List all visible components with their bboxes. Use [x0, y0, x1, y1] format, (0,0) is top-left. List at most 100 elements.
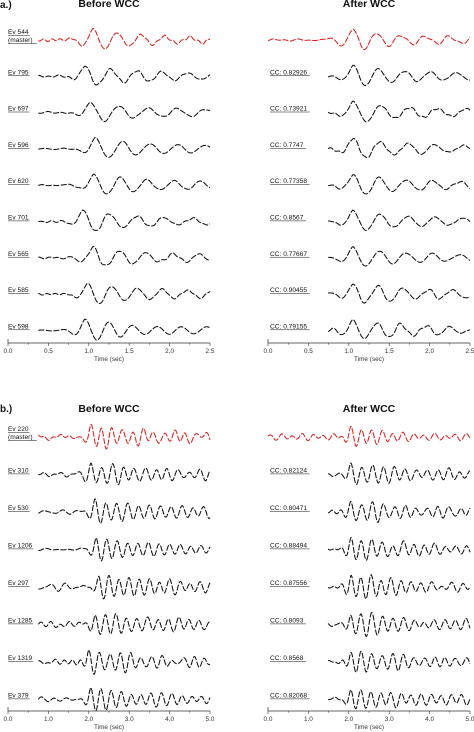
trace-label: CC: 0.87556 [270, 580, 307, 587]
x-tick-label: 2.0 [425, 348, 434, 355]
waveform-trace [38, 136, 211, 158]
trace-label: Ev 620 [8, 178, 29, 185]
x-tick-label: 5.0 [466, 716, 474, 723]
waveform-trace [38, 498, 211, 524]
x-tick-label: 0.5 [44, 348, 53, 355]
trace-label: CC: 0.8093 [270, 618, 304, 625]
trace-label: CC: 0.7747 [270, 142, 304, 149]
trace-label: CC: 0.80471 [270, 505, 307, 512]
waveform-trace [327, 318, 471, 340]
waveform-trace [38, 101, 211, 123]
panel-label: b.) [0, 404, 12, 415]
x-tick-label: 4.0 [425, 716, 434, 723]
trace-label: CC: 0.73921 [270, 106, 307, 113]
x-tick-label: 3.0 [385, 716, 394, 723]
x-tick-label: 1.0 [44, 716, 53, 723]
x-tick-label: 2.0 [84, 716, 93, 723]
waveform-trace [267, 425, 471, 447]
x-tick-label: 5.0 [206, 716, 215, 723]
waveform-trace [267, 28, 471, 51]
waveform-trace [328, 246, 471, 267]
x-axis-label: Time (sec) [94, 724, 124, 731]
panel-4: After WCC CC: 0.82124 CC: 0.80471 CC: 0.884… [264, 403, 474, 731]
waveform-trace [328, 689, 471, 710]
x-tick-label: 3.0 [125, 716, 134, 723]
waveform-trace [38, 65, 211, 86]
x-tick-label: 0.0 [4, 348, 13, 355]
x-axis-label: Time (sec) [354, 724, 384, 731]
waveform-trace [327, 537, 471, 561]
x-tick-label: 1.0 [304, 716, 313, 723]
waveform-trace [38, 462, 211, 486]
trace-label: CC: 0.77358 [270, 178, 307, 185]
trace-label: Ev 697 [8, 106, 29, 113]
waveform-trace [328, 64, 471, 86]
trace-label: Ev 795 [8, 69, 29, 76]
trace-label: Ev 379 [8, 693, 29, 700]
trace-label: CC: 0.8568 [270, 655, 304, 662]
trace-label: Ev 530 [8, 505, 29, 512]
waveform-trace [38, 173, 211, 195]
trace-label: CC: 0.77667 [270, 251, 307, 258]
x-tick-label: 2.0 [344, 716, 353, 723]
waveform-trace [37, 687, 211, 712]
waveform-trace [38, 318, 211, 341]
trace-label: Ev 598 [8, 323, 29, 330]
x-tick-label: 0.0 [264, 348, 273, 355]
panel-title: Before WCC [78, 403, 140, 415]
waveform-trace [328, 462, 471, 485]
x-tick-label: 4.0 [165, 716, 174, 723]
trace-label: Ev 1319 [8, 655, 33, 662]
trace-label: Ev 565 [8, 251, 29, 258]
waveform-trace [327, 100, 471, 123]
trace-label: CC: 0.79155 [270, 323, 307, 330]
trace-label: (master) [8, 434, 33, 441]
waveform-trace [38, 245, 211, 266]
trace-label: CC: 0.88494 [270, 543, 307, 550]
waveform-trace [328, 174, 471, 195]
waveform-trace [38, 282, 211, 305]
trace-label: CC: 0.82926 [270, 69, 307, 76]
trace-label: Ev 596 [8, 142, 29, 149]
x-tick-label: 0.0 [4, 716, 13, 723]
x-tick-label: 2.5 [466, 348, 474, 355]
trace-label: Ev 310 [8, 468, 29, 475]
waveform-trace [327, 574, 471, 600]
panel-1: a.) Before WCC Ev 544(master) Ev 795 Ev 697 E… [0, 0, 215, 363]
panel-title: Before WCC [78, 0, 140, 10]
panel-label: a.) [0, 0, 12, 11]
panel-title: After WCC [343, 403, 396, 415]
trace-label: (master) [8, 37, 33, 44]
x-tick-label: 1.0 [84, 348, 93, 355]
x-tick-label: 1.0 [344, 348, 353, 355]
x-tick-label: 1.5 [385, 348, 394, 355]
trace-label: Ev 701 [8, 215, 29, 222]
trace-label: Ev 544 [8, 29, 29, 36]
waveform-trace [38, 27, 211, 50]
waveform-trace [38, 649, 211, 675]
trace-label: CC: 0.8567 [270, 215, 304, 222]
waveform-trace [328, 283, 471, 304]
waveform-trace [38, 574, 211, 600]
waveform-trace [37, 613, 211, 635]
x-axis-label: Time (sec) [354, 356, 384, 363]
x-tick-label: 2.5 [206, 348, 215, 355]
trace-label: CC: 0.90455 [270, 287, 307, 294]
panel-2: After WCC CC: 0.82926 CC: 0.73921 CC: 0.774… [264, 0, 474, 363]
trace-label: CC: 0.82124 [270, 468, 307, 475]
waveform-trace [327, 138, 471, 159]
trace-label: Ev 585 [8, 287, 29, 294]
trace-label: CC: 0.82068 [270, 693, 307, 700]
waveform-trace [38, 209, 211, 231]
trace-label: Ev 297 [8, 580, 29, 587]
x-tick-label: 2.0 [165, 348, 174, 355]
waveform-trace [37, 423, 211, 450]
trace-label: Ev 1285 [8, 618, 33, 625]
waveform-trace [327, 612, 471, 637]
waveform-trace [328, 209, 471, 231]
waveform-trace [38, 537, 211, 562]
x-axis-label: Time (sec) [94, 356, 124, 363]
x-tick-label: 0.0 [264, 716, 273, 723]
trace-label: Ev 1206 [8, 543, 33, 550]
